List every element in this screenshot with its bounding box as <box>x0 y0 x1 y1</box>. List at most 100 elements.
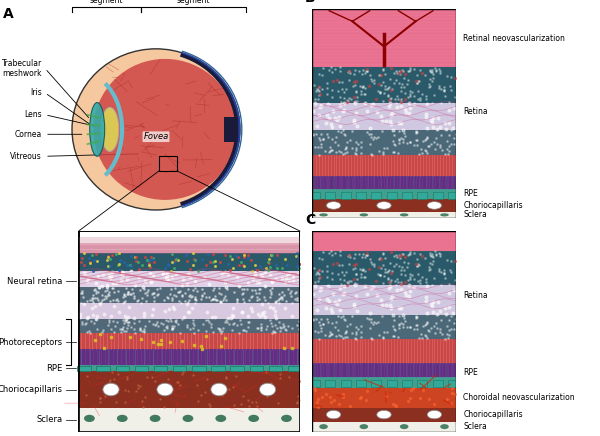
Bar <box>159 156 177 171</box>
Ellipse shape <box>377 202 391 209</box>
Bar <box>312 9 456 67</box>
Bar <box>418 380 427 387</box>
Bar <box>173 366 187 371</box>
Text: Inner segments: Inner segments <box>314 337 373 346</box>
Ellipse shape <box>400 424 409 429</box>
Ellipse shape <box>84 415 95 422</box>
Bar <box>230 366 244 371</box>
Text: Iris: Iris <box>30 88 42 97</box>
Ellipse shape <box>319 213 328 216</box>
Ellipse shape <box>326 202 341 209</box>
Text: Lens: Lens <box>25 110 42 119</box>
Text: Outer plexiform layer: Outer plexiform layer <box>314 307 395 316</box>
Text: Retinal neovascularization: Retinal neovascularization <box>463 34 565 43</box>
Bar <box>341 380 350 387</box>
Text: Ganglion cell layer: Ganglion cell layer <box>314 258 385 267</box>
Bar <box>224 117 238 142</box>
Bar <box>386 380 397 387</box>
Text: Anterior
segment: Anterior segment <box>90 0 123 5</box>
Ellipse shape <box>281 415 292 422</box>
Text: Inner nuclear layer: Inner nuclear layer <box>314 291 386 300</box>
Ellipse shape <box>150 415 161 422</box>
Text: Poeterior
segment: Poeterior segment <box>176 0 211 5</box>
Bar <box>371 380 382 387</box>
Bar <box>310 192 320 199</box>
Bar <box>79 349 300 365</box>
Bar <box>341 192 350 199</box>
Bar <box>154 366 167 371</box>
Bar <box>250 366 263 371</box>
Text: Retina: Retina <box>463 291 488 300</box>
Bar <box>269 366 282 371</box>
Bar <box>371 192 382 199</box>
Text: Choriocapillaris: Choriocapillaris <box>0 385 62 394</box>
Bar <box>79 237 300 243</box>
Bar <box>312 315 456 339</box>
Text: Sclera: Sclera <box>463 210 487 219</box>
Ellipse shape <box>427 410 442 419</box>
Bar <box>312 388 456 408</box>
Bar <box>356 380 366 387</box>
Bar <box>312 130 456 155</box>
Bar <box>79 371 300 408</box>
Ellipse shape <box>72 49 240 210</box>
Text: Choroidal vessel: Choroidal vessel <box>314 385 377 394</box>
Text: C: C <box>305 213 315 227</box>
Bar <box>97 366 110 371</box>
Bar <box>433 192 443 199</box>
Bar <box>79 303 300 319</box>
Text: Fovea: Fovea <box>143 132 169 141</box>
Text: Inner plexiform layer: Inner plexiform layer <box>314 275 394 284</box>
Ellipse shape <box>211 383 227 396</box>
Bar <box>310 380 320 387</box>
Ellipse shape <box>182 415 193 422</box>
Ellipse shape <box>248 415 259 422</box>
Text: Nerve fiber layer: Nerve fiber layer <box>314 244 378 252</box>
Text: B: B <box>305 0 316 4</box>
Bar <box>312 285 456 315</box>
Ellipse shape <box>319 424 328 429</box>
Ellipse shape <box>101 107 119 151</box>
Ellipse shape <box>440 424 449 429</box>
Bar <box>79 287 300 303</box>
Bar <box>418 192 427 199</box>
Bar <box>312 67 456 103</box>
Ellipse shape <box>400 213 409 216</box>
Bar <box>312 103 456 130</box>
Text: Sclera: Sclera <box>463 422 487 431</box>
Bar <box>288 366 301 371</box>
Text: Cornea: Cornea <box>15 130 42 139</box>
Text: Neural retina: Neural retina <box>7 277 62 286</box>
Bar <box>79 334 300 349</box>
Bar <box>448 380 458 387</box>
Bar <box>312 408 456 422</box>
Bar <box>312 155 456 176</box>
Ellipse shape <box>94 59 236 200</box>
Bar <box>79 408 300 432</box>
Bar <box>312 231 456 251</box>
Text: Trabecular
meshwork: Trabecular meshwork <box>2 59 42 78</box>
Bar <box>312 212 456 218</box>
Text: Outer nuclear layer: Outer nuclear layer <box>314 322 388 331</box>
Ellipse shape <box>117 415 128 422</box>
Bar <box>134 366 148 371</box>
Bar <box>79 319 300 334</box>
Bar <box>402 380 412 387</box>
Bar <box>386 192 397 199</box>
Text: Sclera: Sclera <box>36 415 62 424</box>
Bar <box>325 192 335 199</box>
Ellipse shape <box>90 102 105 156</box>
Bar <box>433 380 443 387</box>
Bar <box>312 251 456 285</box>
Text: Choroidal neovascularization: Choroidal neovascularization <box>463 393 575 402</box>
Bar <box>192 366 206 371</box>
Ellipse shape <box>359 424 368 429</box>
Bar <box>79 231 300 432</box>
Ellipse shape <box>359 213 368 216</box>
Bar <box>79 231 300 432</box>
Bar <box>312 199 456 212</box>
Text: Photoreceptors: Photoreceptors <box>0 338 62 347</box>
Ellipse shape <box>103 383 119 396</box>
Ellipse shape <box>260 383 276 396</box>
Text: Internal limiting membrane: Internal limiting membrane <box>314 235 419 245</box>
